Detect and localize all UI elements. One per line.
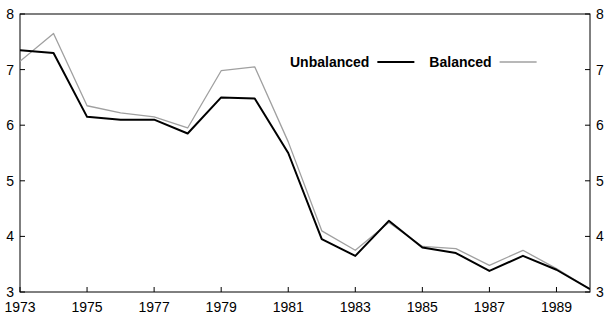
x-tick-label: 1973 — [4, 299, 35, 315]
y-tick-label-right: 7 — [596, 62, 604, 78]
legend-label: Unbalanced — [290, 54, 369, 70]
y-tick — [20, 180, 25, 181]
y-tick — [20, 125, 25, 126]
x-tick — [87, 287, 88, 292]
y-tick-label-right: 3 — [596, 284, 604, 300]
y-tick-label: 6 — [6, 117, 14, 133]
y-tick-right — [585, 180, 590, 181]
x-tick-label: 1981 — [273, 299, 304, 315]
x-tick — [288, 287, 289, 292]
y-tick-label: 5 — [6, 173, 14, 189]
y-tick-label-right: 4 — [596, 228, 604, 244]
y-tick-label: 7 — [6, 62, 14, 78]
y-tick — [20, 236, 25, 237]
x-tick-label: 1989 — [541, 299, 572, 315]
x-tick-label: 1985 — [407, 299, 438, 315]
x-tick — [355, 287, 356, 292]
x-tick-label: 1977 — [139, 299, 170, 315]
x-tick — [20, 287, 21, 292]
x-tick-label: 1987 — [474, 299, 505, 315]
legend-label: Balanced — [429, 54, 491, 70]
x-tick-label: 1975 — [71, 299, 102, 315]
x-tick — [489, 287, 490, 292]
y-tick-label-right: 6 — [596, 117, 604, 133]
series-line — [20, 33, 590, 289]
series-line — [20, 50, 590, 289]
y-tick-label-right: 8 — [596, 6, 604, 22]
x-tick-label: 1983 — [340, 299, 371, 315]
plot-frame — [20, 14, 590, 292]
x-tick — [221, 287, 222, 292]
y-tick-right — [585, 292, 590, 293]
y-tick — [20, 69, 25, 70]
x-tick — [556, 287, 557, 292]
x-tick — [154, 287, 155, 292]
y-tick-right — [585, 14, 590, 15]
y-tick-label: 8 — [6, 6, 14, 22]
y-tick-label: 3 — [6, 284, 14, 300]
y-tick-right — [585, 69, 590, 70]
legend-swatch — [377, 61, 414, 63]
y-tick-label: 4 — [6, 228, 14, 244]
y-tick — [20, 14, 25, 15]
y-tick-label-right: 5 — [596, 173, 604, 189]
y-tick-right — [585, 125, 590, 126]
y-tick — [20, 292, 25, 293]
series-group — [20, 33, 590, 289]
y-tick-right — [585, 236, 590, 237]
x-tick — [422, 287, 423, 292]
chart: 3 3 4 4 5 5 6 6 7 7 8 8 1973 1975 1977 1979 1981 1983 1985… — [0, 0, 609, 321]
x-tick-label: 1979 — [206, 299, 237, 315]
legend-swatch — [500, 61, 537, 62]
